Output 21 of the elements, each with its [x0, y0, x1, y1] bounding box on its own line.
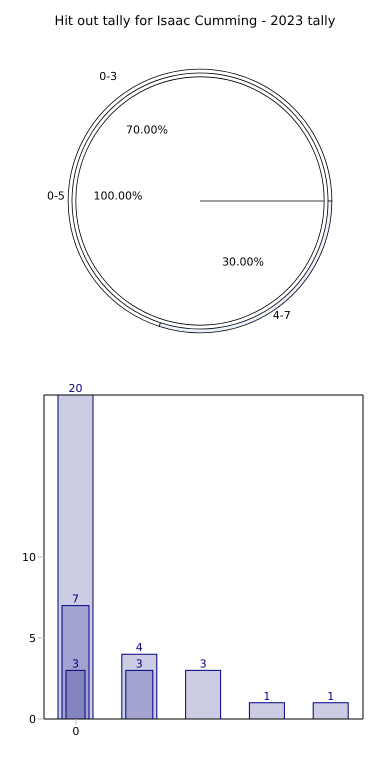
data-label: 30.00% — [222, 256, 264, 269]
slice-label: 0-5 — [46, 190, 65, 202]
slice-label: 4-7 — [272, 308, 291, 322]
data-label: 1 — [327, 690, 334, 703]
data-label: 3 — [136, 657, 143, 670]
bar — [248, 702, 285, 719]
data-label: 3 — [200, 657, 207, 670]
y-tick-label: 10 — [22, 550, 36, 564]
data-label: 20 — [68, 382, 82, 395]
data-label: 100.00% — [94, 190, 142, 202]
data-label: 3 — [72, 657, 79, 670]
bar — [312, 702, 349, 719]
data-label: 7 — [72, 592, 79, 606]
y-tick-label: 5 — [29, 632, 36, 645]
bar — [185, 670, 222, 719]
data-label: 4 — [136, 641, 143, 654]
chart-title: Hit out tally for Isaac Cumming - 2023 tally — [54, 13, 336, 31]
slice-label: 0-3 — [99, 70, 118, 84]
data-label: 70.00% — [126, 123, 168, 136]
data-label: 1 — [263, 690, 270, 703]
y-tick-label: 0 — [29, 712, 36, 726]
